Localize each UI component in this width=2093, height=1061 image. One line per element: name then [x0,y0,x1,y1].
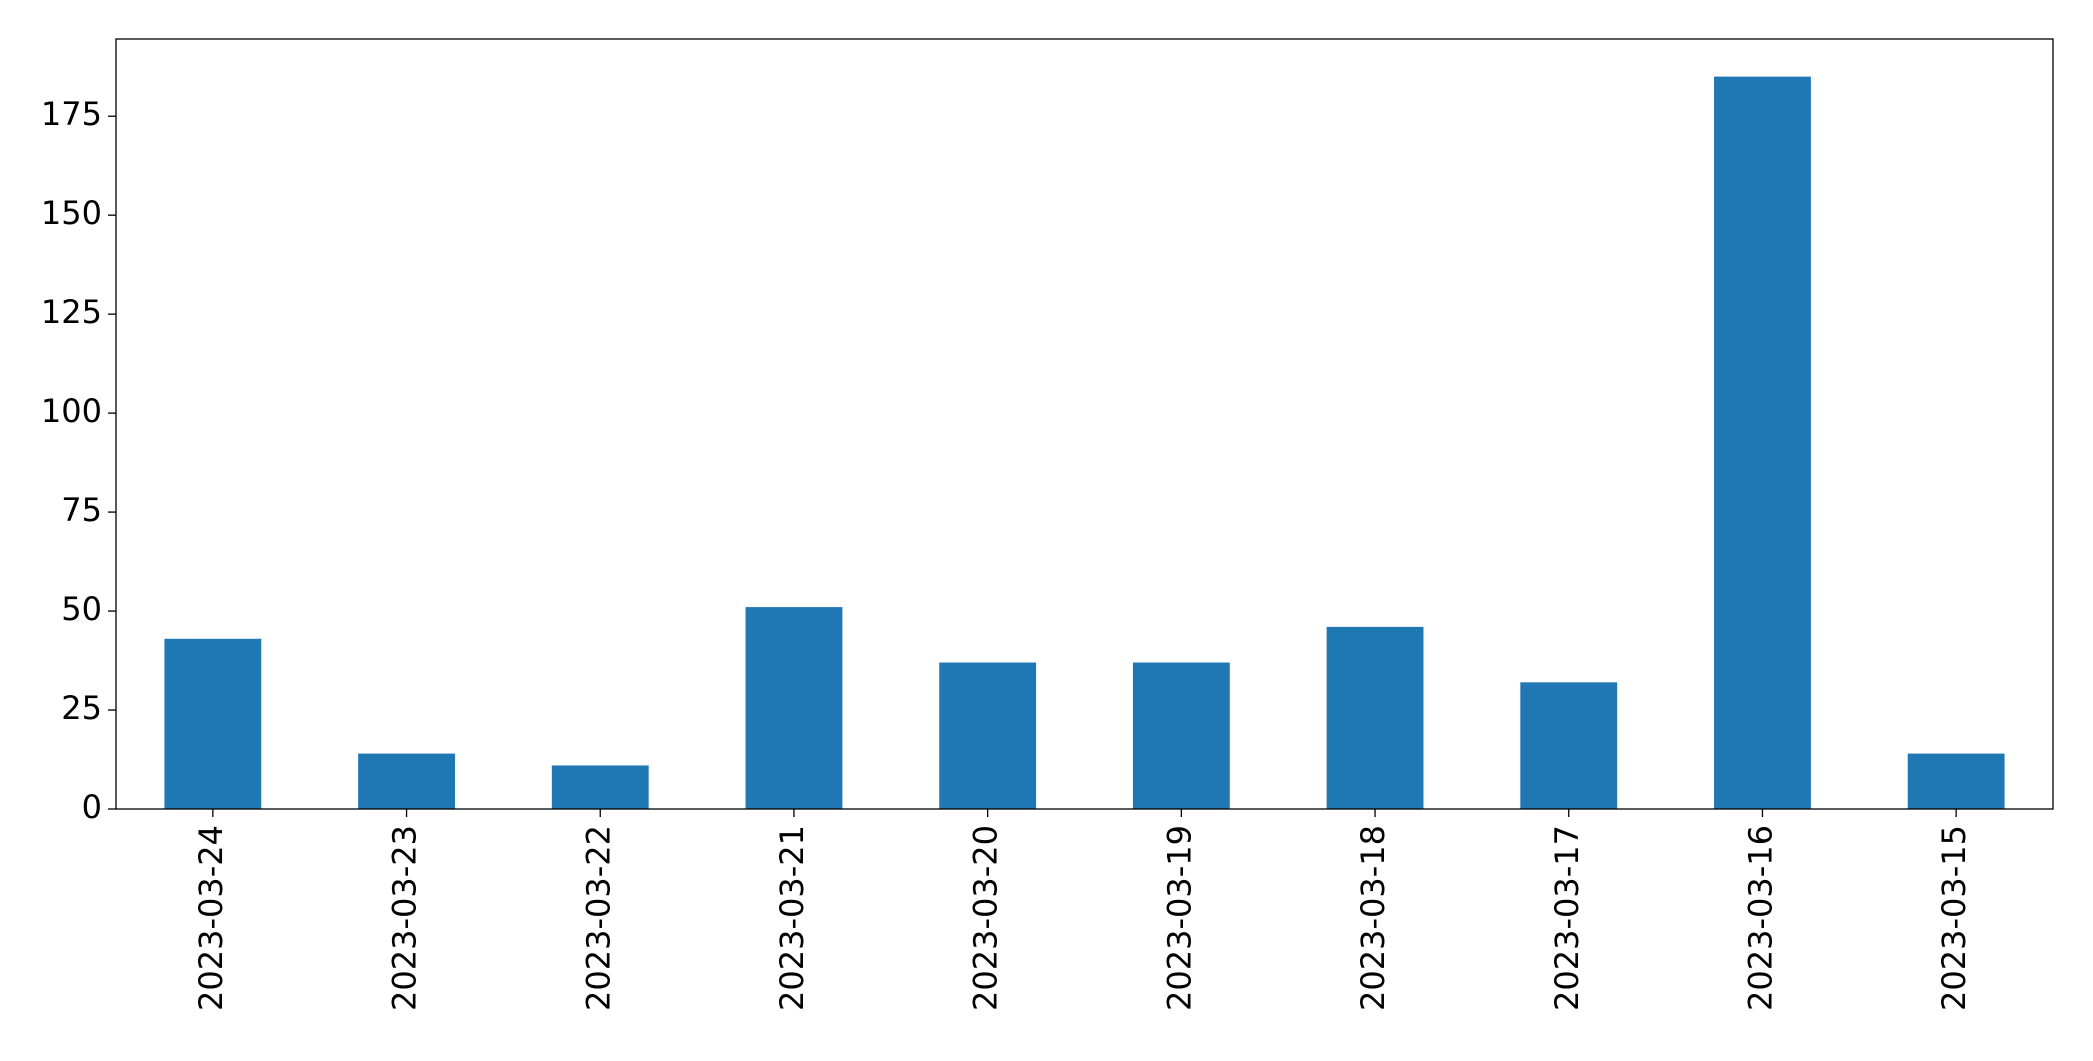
x-tick-label: 2023-03-20 [967,825,1005,1011]
x-tick-label: 2023-03-21 [773,825,811,1011]
x-tick-label: 2023-03-18 [1354,825,1392,1011]
y-tick-label: 150 [41,194,102,232]
y-tick-label: 175 [41,95,102,133]
x-tick-label: 2023-03-19 [1160,825,1198,1011]
bar [551,765,649,809]
axes-frame [115,38,2054,810]
x-tick-label: 2023-03-23 [386,825,424,1011]
y-tick-label: 0 [82,788,102,826]
x-tick-label: 2023-03-22 [579,825,617,1011]
bar [164,638,262,809]
bar [1326,626,1424,809]
bar [1520,682,1618,809]
bar [1132,662,1230,809]
y-tick-label: 75 [61,491,102,529]
y-tick-label: 50 [61,590,102,628]
y-tick-label: 125 [41,293,102,331]
bar [939,662,1037,809]
x-tick-label: 2023-03-16 [1741,825,1779,1011]
x-tick-label: 2023-03-17 [1548,825,1586,1011]
bar [358,753,455,809]
x-tick-label: 2023-03-15 [1935,825,1973,1011]
y-tick-label: 25 [61,689,102,727]
bar [1907,753,2005,809]
bar [1714,76,1811,809]
x-tick-label: 2023-03-24 [192,825,230,1011]
y-tick-label: 100 [41,392,102,430]
bar [745,607,843,809]
